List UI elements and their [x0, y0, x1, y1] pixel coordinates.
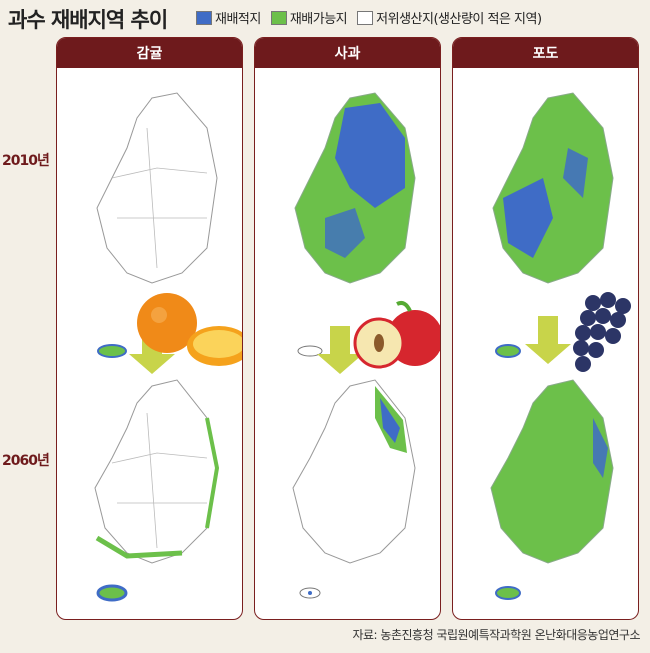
map-2010-citrus	[96, 92, 218, 358]
legend-swatch-low	[357, 10, 374, 25]
arrow-down-icon	[525, 316, 571, 364]
panel-apple: 사과	[254, 37, 441, 620]
source-note: 자료: 농촌진흥청 국립원예특작과학원 온난화대응농업연구소	[352, 628, 640, 642]
panel-header-apple: 사과	[255, 38, 440, 68]
legend-item-suitable: 재배적지	[196, 8, 261, 27]
panel-grape: 포도	[452, 37, 639, 620]
map-2010-grape	[492, 92, 614, 358]
legend-item-low: 저위생산지(생산량이 적은 지역)	[357, 8, 542, 27]
year-label-2060: 2060년	[2, 453, 50, 469]
legend-swatch-suitable	[196, 10, 212, 25]
map-2010-apple	[294, 92, 416, 357]
legend-item-possible: 재배가능지	[270, 8, 348, 27]
legend-label-suitable: 재배적지	[215, 12, 261, 27]
legend-label-low: 저위생산지(생산량이 적은 지역)	[376, 12, 542, 27]
panel-header-citrus: 감귤	[57, 38, 242, 68]
panel-citrus: 감귤	[56, 37, 243, 620]
map-title: 과수 재배지역 추이	[8, 8, 168, 32]
legend: 재배적지 재배가능지 저위생산지(생산량이 적은 지역)	[196, 8, 546, 27]
grape-icon	[573, 292, 631, 372]
arrow-down-icon	[129, 326, 175, 374]
map-apple	[292, 92, 440, 599]
map-citrus	[94, 92, 242, 602]
arrow-down-icon	[317, 326, 363, 374]
panel-header-grape: 포도	[453, 38, 638, 68]
map-2060-grape	[490, 379, 614, 600]
orange-icon	[137, 293, 242, 366]
legend-label-possible: 재배가능지	[289, 12, 348, 27]
map-grape	[490, 92, 631, 600]
year-label-2010: 2010년	[2, 153, 50, 169]
legend-swatch-possible	[270, 10, 287, 25]
apple-icon	[353, 300, 440, 369]
map-2060-apple	[292, 379, 416, 599]
map-2060-citrus	[94, 379, 220, 602]
